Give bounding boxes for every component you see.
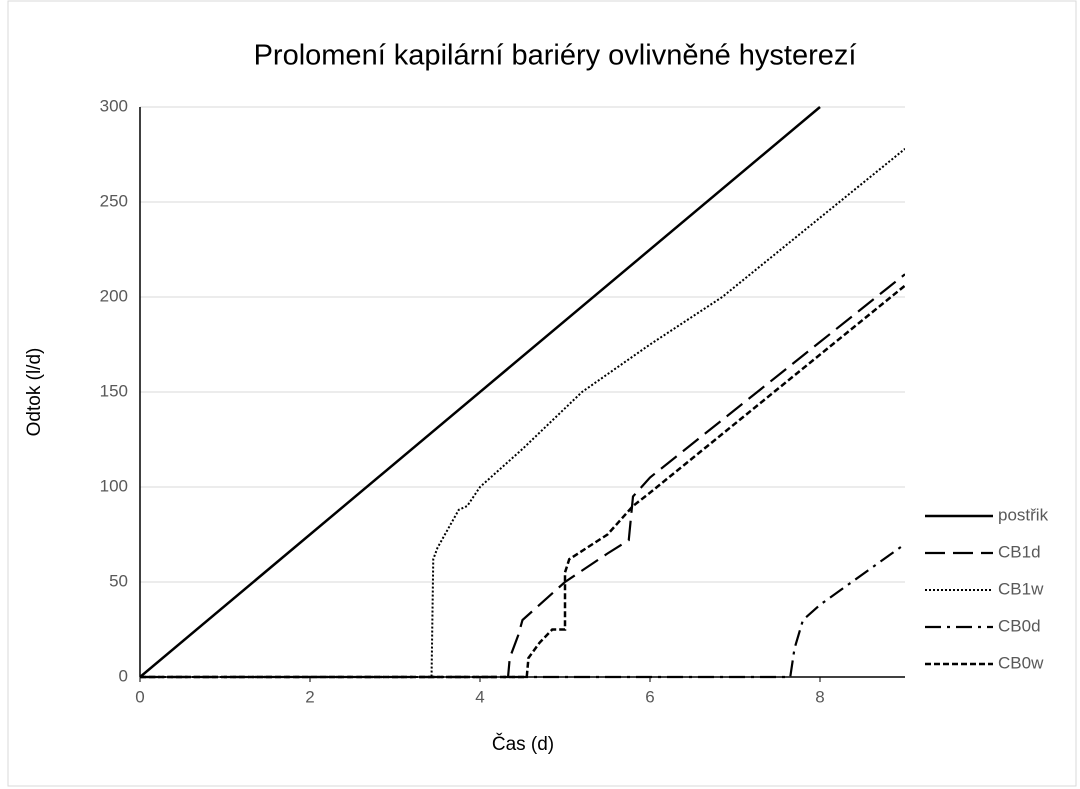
legend-label: CB1w bbox=[998, 579, 1044, 598]
legend-label: postřik bbox=[998, 505, 1049, 524]
x-tick-label: 6 bbox=[645, 687, 654, 706]
series-line bbox=[140, 543, 905, 679]
y-tick-label: 300 bbox=[100, 96, 128, 115]
legend-label: CB0d bbox=[998, 616, 1041, 635]
series-line bbox=[140, 284, 905, 679]
legend-label: CB0w bbox=[998, 653, 1044, 672]
series-line bbox=[140, 273, 905, 679]
x-tick-label: 2 bbox=[305, 687, 314, 706]
chart-border bbox=[7, 0, 1077, 787]
x-axis-label: Čas (d) bbox=[492, 733, 554, 755]
y-tick-label: 250 bbox=[100, 191, 128, 210]
y-tick-label: 100 bbox=[100, 476, 128, 495]
x-tick-label: 8 bbox=[815, 687, 824, 706]
y-axis-label: Odtok (l/d) bbox=[24, 348, 45, 437]
y-tick-label: 50 bbox=[109, 571, 128, 590]
x-tick-label: 0 bbox=[135, 687, 144, 706]
y-tick-label: 200 bbox=[100, 286, 128, 305]
y-tick-label: 0 bbox=[119, 666, 128, 685]
chart-title: Prolomení kapilární bariéry ovlivněné hy… bbox=[254, 40, 857, 72]
series-line bbox=[140, 148, 905, 678]
series-line bbox=[140, 106, 821, 678]
y-tick-label: 150 bbox=[100, 381, 128, 400]
x-tick-label: 4 bbox=[475, 687, 484, 706]
legend-label: CB1d bbox=[998, 542, 1041, 561]
